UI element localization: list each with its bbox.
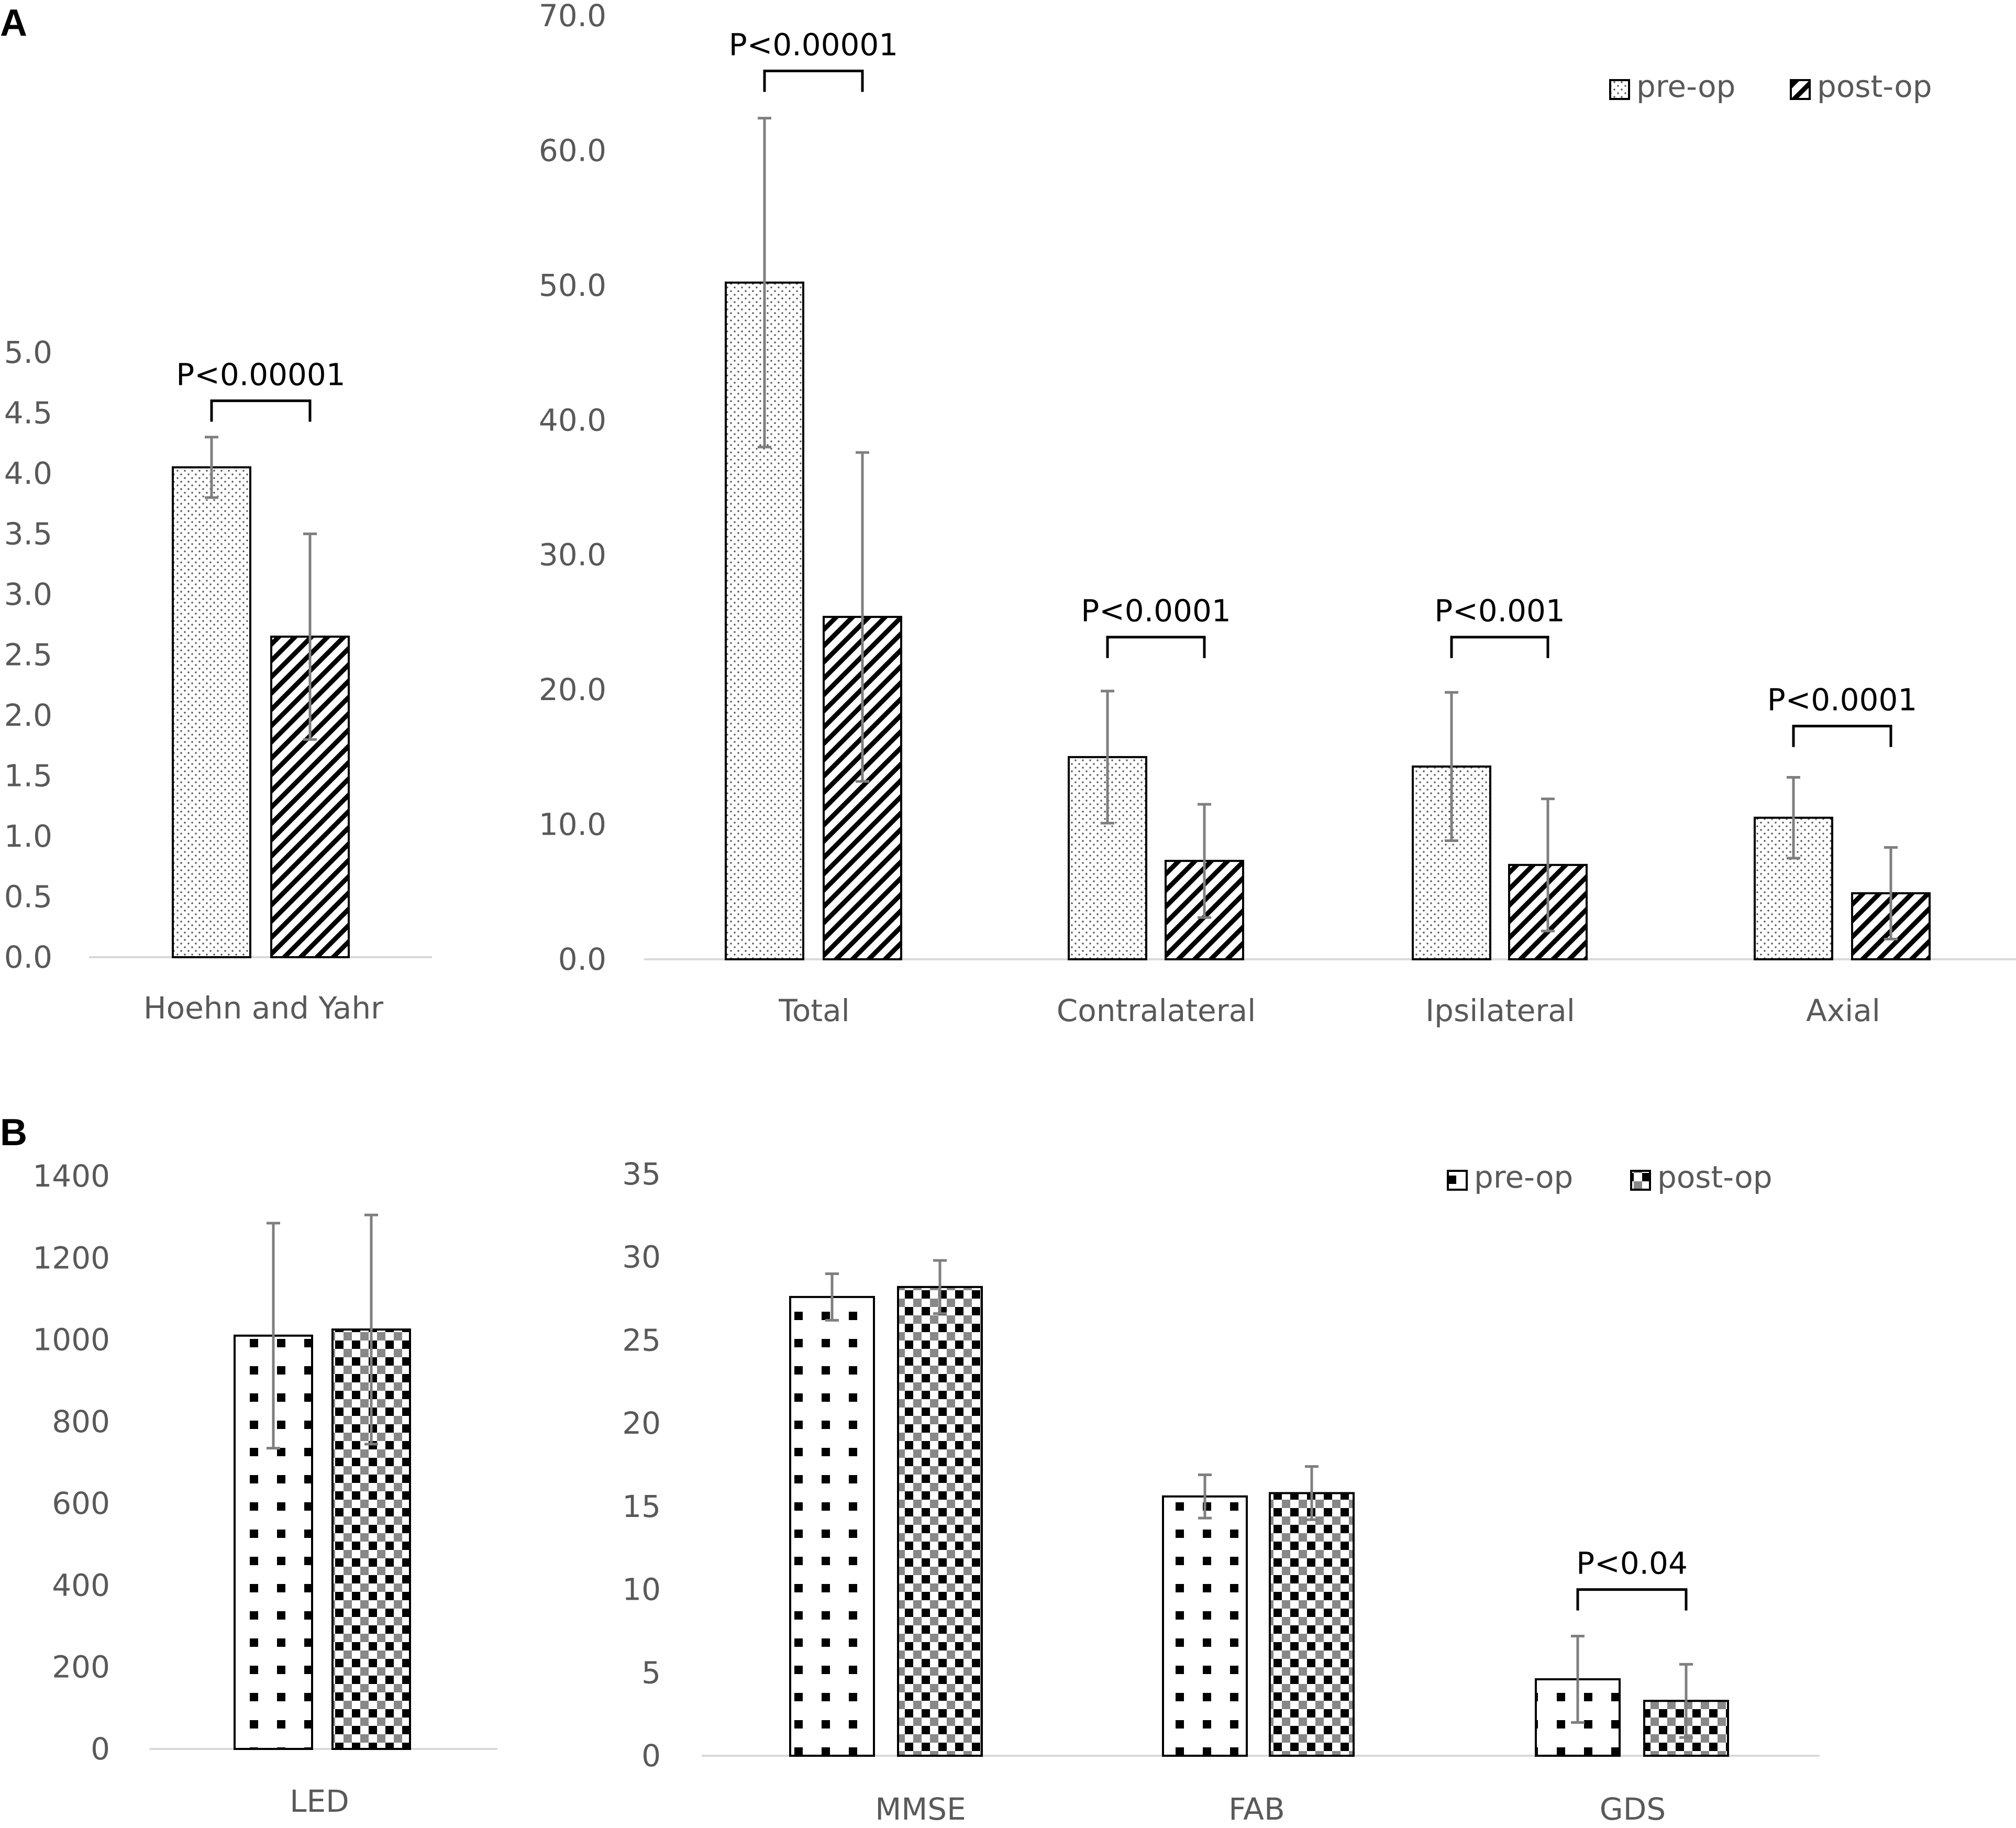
significance-label: P<0.0001 xyxy=(1767,682,1918,718)
y-tick-label: 15 xyxy=(622,1489,661,1524)
category-label: Total xyxy=(778,993,849,1028)
significance-label: P<0.00001 xyxy=(729,27,898,63)
y-tick-label: 25 xyxy=(622,1322,661,1358)
y-tick-label: 40.0 xyxy=(539,402,606,438)
legend: pre-op post-op xyxy=(1447,1159,1773,1195)
y-tick-label: 800 xyxy=(52,1404,110,1439)
category-label: Ipsilateral xyxy=(1425,993,1575,1028)
legend-label-post-op: post-op xyxy=(1817,69,1932,104)
y-tick-label: 30.0 xyxy=(539,537,606,573)
y-tick-label: 0 xyxy=(91,1731,110,1767)
bar-pre-op-hoehn-and-yahr xyxy=(172,466,251,958)
y-tick-label: 1000 xyxy=(32,1322,110,1358)
y-tick-label: 2.5 xyxy=(4,637,52,673)
error-bar xyxy=(1571,1634,1585,1724)
significance-bracket xyxy=(1792,725,1892,747)
significance-bracket xyxy=(1106,636,1206,658)
y-tick-label: 0.5 xyxy=(4,879,52,915)
y-tick-label: 1.5 xyxy=(4,758,52,794)
y-tick-label: 4.0 xyxy=(4,456,52,491)
legend-swatch-pre-op xyxy=(1447,1170,1468,1191)
y-tick-label: 5.0 xyxy=(4,335,52,370)
bar-post-op-fab xyxy=(1269,1492,1355,1757)
category-label: Axial xyxy=(1806,993,1880,1028)
error-bar xyxy=(303,533,317,741)
y-tick-label: 4.5 xyxy=(4,395,52,431)
category-label: Contralateral xyxy=(1057,993,1256,1028)
significance-label: P<0.00001 xyxy=(176,357,345,392)
y-tick-label: 0 xyxy=(641,1738,661,1774)
significance-label: P<0.001 xyxy=(1434,593,1565,629)
error-bar xyxy=(856,451,869,783)
legend-swatch-pre-op xyxy=(1609,79,1630,100)
error-bar xyxy=(364,1213,378,1446)
chart-updrs-scores: 0.0 10.0 20.0 30.0 40.0 50.0 60.0 70.0 Total Cont… xyxy=(539,0,2016,1028)
error-bar xyxy=(933,1259,947,1315)
chart-hoehn-yahr: 0.0 0.5 1.0 1.5 2.0 2.5 3.0 3.5 4.0 4.5 5.0 Hoehn a… xyxy=(4,335,432,1026)
y-tick-label: 3.5 xyxy=(4,516,52,552)
y-tick-label: 1400 xyxy=(32,1158,110,1194)
chart-cognitive-scores: 0 5 10 15 20 25 30 35 MMSE FAB GDS P<0.04 pre-op post… xyxy=(622,1156,1820,1827)
panel-label-b: B xyxy=(0,1112,27,1154)
significance-bracket xyxy=(763,70,864,92)
y-tick-label: 400 xyxy=(52,1567,110,1603)
error-bar xyxy=(267,1222,280,1450)
error-bar xyxy=(1884,846,1898,940)
chart-led: 0 200 400 600 800 1000 1200 1400 LED xyxy=(32,1158,497,1819)
y-tick-label: 1200 xyxy=(32,1240,110,1276)
category-label: Hoehn and Yahr xyxy=(143,990,383,1026)
significance-bracket xyxy=(210,399,312,422)
category-label: LED xyxy=(290,1783,349,1819)
y-tick-label: 60.0 xyxy=(539,132,606,168)
error-bar xyxy=(825,1272,839,1322)
y-tick-label: 10 xyxy=(622,1572,661,1608)
error-bar xyxy=(1198,803,1211,919)
y-tick-label: 1.0 xyxy=(4,818,52,854)
error-bar xyxy=(1787,775,1800,860)
y-tick-label: 50.0 xyxy=(539,268,606,303)
bar-pre-op-fab xyxy=(1162,1495,1248,1757)
error-bar xyxy=(205,436,218,499)
category-label: MMSE xyxy=(875,1791,966,1827)
error-bar xyxy=(1445,691,1458,842)
y-tick-label: 20.0 xyxy=(539,672,606,707)
y-tick-label: 0.0 xyxy=(4,939,52,975)
error-bar xyxy=(1305,1465,1319,1521)
y-tick-label: 10.0 xyxy=(539,807,606,843)
y-tick-label: 200 xyxy=(52,1649,110,1685)
legend-swatch-post-op xyxy=(1790,79,1811,100)
panel-label-a: A xyxy=(0,2,27,44)
error-bar xyxy=(758,117,771,449)
y-tick-label: 70.0 xyxy=(539,0,606,34)
category-label: FAB xyxy=(1228,1791,1285,1827)
y-tick-label: 5 xyxy=(641,1655,661,1690)
legend-label-pre-op: pre-op xyxy=(1636,69,1735,104)
significance-bracket xyxy=(1450,636,1549,658)
category-label: GDS xyxy=(1600,1791,1666,1827)
error-bar xyxy=(1198,1474,1212,1520)
y-tick-label: 3.0 xyxy=(4,577,52,612)
error-bar xyxy=(1679,1663,1693,1739)
significance-bracket xyxy=(1576,1588,1688,1611)
y-tick-label: 600 xyxy=(52,1486,110,1521)
bar-pre-op-mmse xyxy=(789,1295,875,1757)
y-tick-label: 20 xyxy=(622,1405,661,1441)
bar-post-op-mmse xyxy=(897,1286,983,1757)
legend-label-pre-op: pre-op xyxy=(1474,1159,1573,1195)
legend-swatch-post-op xyxy=(1630,1170,1651,1191)
significance-label: P<0.0001 xyxy=(1081,593,1231,629)
y-tick-label: 35 xyxy=(622,1156,661,1192)
error-bar xyxy=(1541,797,1555,933)
y-tick-label: 2.0 xyxy=(4,697,52,733)
y-tick-label: 0.0 xyxy=(558,941,606,977)
y-tick-label: 30 xyxy=(622,1239,661,1275)
legend-label-post-op: post-op xyxy=(1657,1159,1773,1195)
significance-label: P<0.04 xyxy=(1576,1546,1688,1581)
error-bar xyxy=(1101,690,1114,825)
legend: pre-op post-op xyxy=(1609,69,1932,104)
